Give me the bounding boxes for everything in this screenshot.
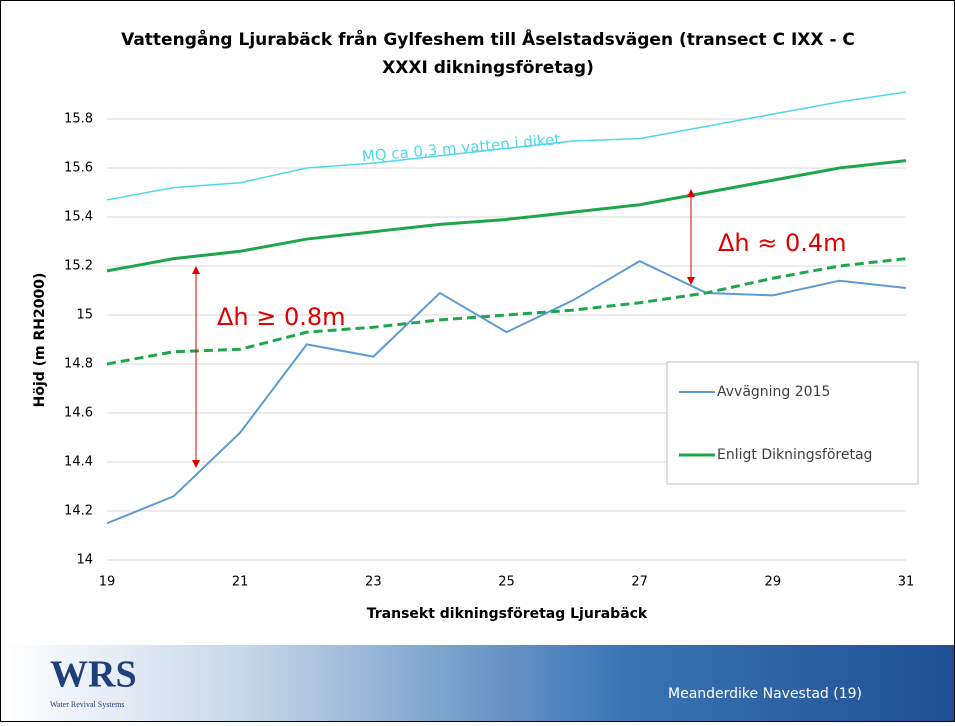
series-line — [106, 257, 907, 366]
slide-label: Meanderdike Navestad (19) — [668, 686, 862, 702]
y-tick-label: 14.8 — [64, 357, 93, 372]
footer-band — [1, 645, 954, 721]
legend-label: Avvägning 2015 — [717, 384, 830, 400]
annotation: Δh ≈ 0.4m — [718, 229, 847, 257]
y-tick-label: 15.8 — [64, 112, 93, 127]
series-line — [106, 159, 907, 273]
x-tick-label: 31 — [898, 575, 915, 590]
legend-label: Enligt Dikningsföretag — [717, 447, 872, 463]
series-line — [106, 91, 907, 201]
y-tick-label: 14.6 — [64, 406, 93, 421]
x-tick-label: 21 — [232, 575, 249, 590]
legend-box — [666, 361, 919, 485]
y-tick-label: 15.2 — [64, 259, 93, 274]
x-tick-label: 27 — [631, 575, 648, 590]
logo-subtitle: Water Revival Systems — [50, 700, 124, 709]
y-tick-label: 14.4 — [64, 455, 93, 470]
y-tick-label: 14.2 — [64, 504, 93, 519]
x-tick-label: 19 — [99, 575, 116, 590]
y-tick-label: 15.6 — [64, 161, 93, 176]
annotation: Δh ≥ 0.8m — [217, 303, 346, 331]
x-axis-label: Transekt dikningsföretag Ljurabäck — [367, 606, 648, 622]
logo: WRS — [50, 654, 137, 696]
series-line — [106, 259, 907, 525]
y-tick-label: 15.4 — [64, 210, 93, 225]
chart-title: Vattengång Ljurabäck från Gylfeshem till… — [121, 27, 855, 50]
y-tick-label: 14 — [76, 553, 93, 568]
plot: 14 14.2 14.4 14.6 14.8 15 15.2 15.4 15.6 15.8 19 21… — [64, 91, 919, 590]
x-tick-label: 29 — [765, 575, 782, 590]
chart-title: XXXI dikningsföretag) — [382, 58, 594, 78]
x-tick-label: 23 — [365, 575, 382, 590]
x-tick-label: 25 — [498, 575, 515, 590]
y-axis-label: Höjd (m RH2000) — [32, 273, 48, 408]
y-tick-label: 15 — [76, 308, 93, 323]
